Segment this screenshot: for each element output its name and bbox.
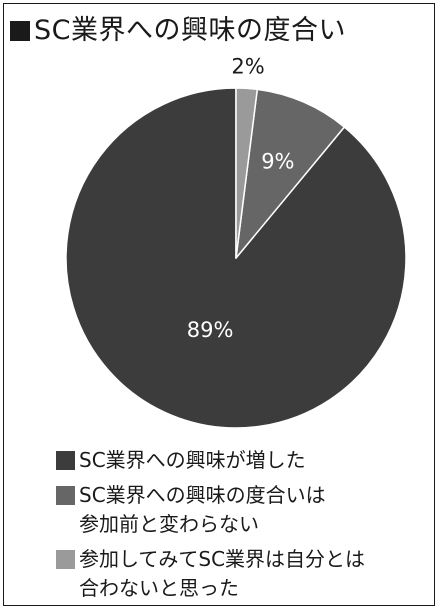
legend-item-not-suited: 参加してみてSC業界は自分とは 合わないと思った [56, 545, 426, 603]
chart-title: SC業界への興味の度合い [34, 15, 346, 46]
data-label-not-suited: 2% [231, 54, 264, 78]
legend-label-not-suited: 参加してみてSC業界は自分とは 合わないと思った [79, 547, 366, 600]
legend: SC業界への興味が増した SC業界への興味の度合いは 参加前と変わらない 参加し… [56, 446, 426, 609]
legend-label-increased: SC業界への興味が増した [79, 448, 306, 472]
legend-item-unchanged: SC業界への興味の度合いは 参加前と変わらない [56, 481, 426, 539]
data-label-increased: 89% [187, 318, 234, 342]
legend-swatch-not-suited [56, 550, 75, 569]
data-label-unchanged: 9% [261, 149, 294, 173]
title-square-icon [10, 21, 30, 41]
pie-slice-unchanged [235, 88, 346, 259]
chart-title-row: SC業界への興味の度合い [10, 14, 346, 48]
pie-slice-increased [65, 87, 407, 429]
legend-swatch-unchanged [56, 486, 75, 505]
pie-slice-not-suited [235, 87, 259, 259]
legend-label-unchanged: SC業界への興味の度合いは 参加前と変わらない [79, 483, 326, 536]
legend-swatch-increased [56, 451, 75, 470]
legend-item-increased: SC業界への興味が増した [56, 446, 426, 475]
